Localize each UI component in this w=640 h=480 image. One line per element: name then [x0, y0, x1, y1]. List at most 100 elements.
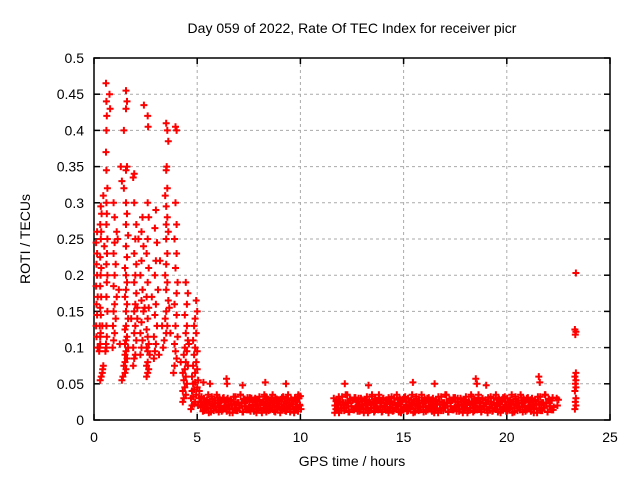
scatter-point — [472, 375, 480, 383]
scatter-point — [296, 392, 304, 400]
scatter-point — [162, 202, 170, 210]
scatter-point — [97, 264, 105, 272]
scatter-point — [153, 239, 161, 247]
scatter-point — [285, 402, 293, 409]
scatter-point — [129, 344, 137, 352]
scatter-point — [193, 307, 201, 315]
scatter-point — [267, 404, 275, 412]
y-tick-label: 0.35 — [57, 159, 84, 175]
scatter-point — [102, 340, 110, 348]
scatter-point — [443, 399, 451, 407]
scatter-point — [541, 391, 549, 399]
scatter-point — [92, 239, 100, 247]
scatter-point — [218, 407, 226, 415]
scatter-point — [162, 286, 170, 294]
scatter-point — [444, 408, 452, 416]
scatter-point — [506, 404, 514, 412]
scatter-point — [203, 404, 211, 412]
scatter-point — [97, 329, 105, 337]
scatter-point — [165, 304, 173, 312]
scatter-point — [206, 380, 214, 388]
scatter-point — [140, 307, 147, 315]
scatter-point — [441, 391, 449, 399]
scatter-point — [172, 123, 179, 131]
scatter-point — [365, 381, 372, 389]
scatter-point — [163, 163, 171, 171]
scatter-point — [179, 369, 187, 377]
scatter-point — [110, 282, 118, 290]
scatter-point — [97, 373, 105, 381]
scatter-point — [114, 235, 122, 243]
scatter-point — [122, 199, 130, 207]
x-tick-label: 25 — [602, 429, 618, 445]
scatter-point — [432, 397, 440, 405]
scatter-point — [400, 404, 408, 412]
scatter-point — [99, 362, 107, 370]
scatter-point — [180, 351, 188, 359]
scatter-point — [103, 184, 111, 192]
scatter-point — [440, 404, 448, 412]
scatter-point — [394, 396, 402, 404]
scatter-point — [102, 322, 110, 330]
scatter-point — [110, 250, 118, 257]
scatter-point — [534, 393, 542, 401]
scatter-point — [163, 184, 171, 192]
scatter-point — [97, 228, 105, 236]
y-tick-label: 0.4 — [65, 122, 85, 138]
scatter-point — [173, 221, 181, 228]
scatter-point — [493, 405, 500, 413]
scatter-point — [106, 90, 113, 98]
scatter-point — [335, 393, 343, 401]
scatter-point — [140, 101, 148, 109]
scatter-point — [144, 333, 152, 341]
scatter-point — [162, 260, 170, 268]
scatter-point — [393, 391, 401, 399]
scatter-point — [130, 278, 138, 286]
scatter-point — [542, 399, 550, 407]
scatter-point — [162, 119, 170, 127]
scatter-point — [358, 402, 366, 409]
scatter-point — [431, 380, 439, 388]
scatter-point — [501, 393, 509, 401]
scatter-point — [145, 213, 153, 221]
scatter-point — [103, 210, 111, 218]
scatter-point — [172, 264, 179, 272]
scatter-point — [110, 199, 118, 207]
scatter-point — [488, 407, 496, 415]
scatter-point — [523, 394, 531, 402]
scatter-point — [110, 336, 118, 344]
scatter-point — [181, 311, 189, 319]
scatter-point — [457, 394, 464, 402]
scatter-point — [113, 293, 121, 301]
scatter-point — [397, 409, 405, 417]
scatter-point — [261, 378, 269, 386]
scatter-point — [365, 397, 373, 405]
y-tick-label: 0.15 — [57, 303, 84, 319]
scatter-point — [134, 235, 142, 243]
scatter-point — [122, 271, 130, 279]
scatter-point — [287, 396, 295, 404]
scatter-point — [473, 404, 481, 412]
scatter-point — [143, 362, 151, 370]
scatter-point — [238, 399, 246, 407]
scatter-point — [247, 403, 255, 411]
scatter-point — [152, 300, 160, 308]
scatter-point — [253, 402, 260, 409]
scatter-point — [251, 394, 259, 402]
scatter-point — [97, 235, 105, 243]
scatter-point — [354, 398, 362, 406]
scatter-point — [520, 398, 528, 406]
y-tick-label: 0 — [76, 412, 84, 428]
scatter-point — [181, 383, 189, 391]
scatter-point — [99, 192, 107, 200]
y-tick-labels: 0 0.05 0.1 0.15 0.2 0.25 0.3 0.35 0.4 0.45 0.5 — [57, 50, 84, 428]
scatter-point — [189, 362, 197, 370]
scatter-point — [96, 304, 104, 312]
scatter-point — [131, 322, 139, 330]
scatter-point — [524, 402, 532, 409]
scatter-point — [103, 271, 111, 279]
scatter-point — [228, 404, 236, 412]
scatter-point — [103, 235, 111, 243]
